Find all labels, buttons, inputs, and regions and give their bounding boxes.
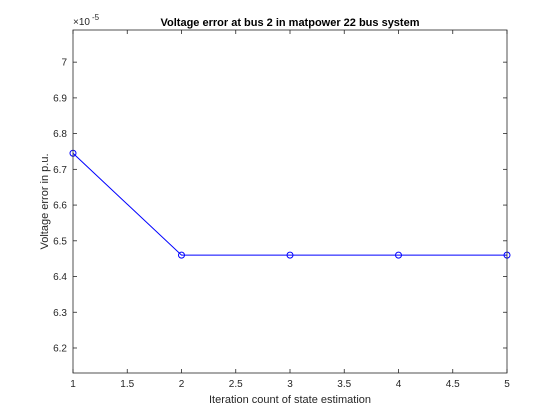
data-point-marker [395,251,402,259]
series-line [72,152,507,256]
series-lines [72,152,507,256]
data-point-marker [286,251,294,259]
y-axis-label: Voltage error in p.u. [39,153,51,249]
x-tick-label: 2.5 [229,379,243,390]
y-axis-exponent-base: ×10 [73,17,90,28]
y-axis-exponent-power: -5 [92,13,100,22]
x-tick-label: 2 [179,379,185,390]
y-axis-ticks: 6.2 6.3 6.4 6.5 6.6 6.7 6.8 6.9 7 [53,58,507,354]
y-tick-label: 6.5 [53,236,67,247]
y-tick-label: 6.6 [53,201,67,212]
x-tick-label: 3 [287,379,293,390]
y-tick-label: 6.2 [53,343,67,354]
x-tick-label: 4.5 [446,379,460,390]
y-tick-label: 6.4 [53,272,67,283]
x-tick-label: 5 [504,379,510,390]
x-tick-label: 3.5 [337,379,351,390]
y-tick-label: 6.7 [53,165,67,176]
x-axis-ticks: 1 1.5 2 2.5 3 3.5 4 4.5 5 [70,30,510,390]
plot-area [73,30,507,373]
y-tick-label: 7 [61,58,67,69]
chart-title: Voltage error at bus 2 in matpower 22 bu… [161,17,420,29]
y-tick-label: 6.3 [53,308,67,319]
x-tick-label: 1 [70,379,76,390]
x-tick-label: 1.5 [120,379,134,390]
x-axis-label: Iteration count of state estimation [209,394,371,406]
x-tick-label: 4 [396,379,402,390]
y-tick-label: 6.8 [53,129,67,140]
data-point-marker [178,251,185,259]
y-tick-label: 6.9 [53,93,67,104]
